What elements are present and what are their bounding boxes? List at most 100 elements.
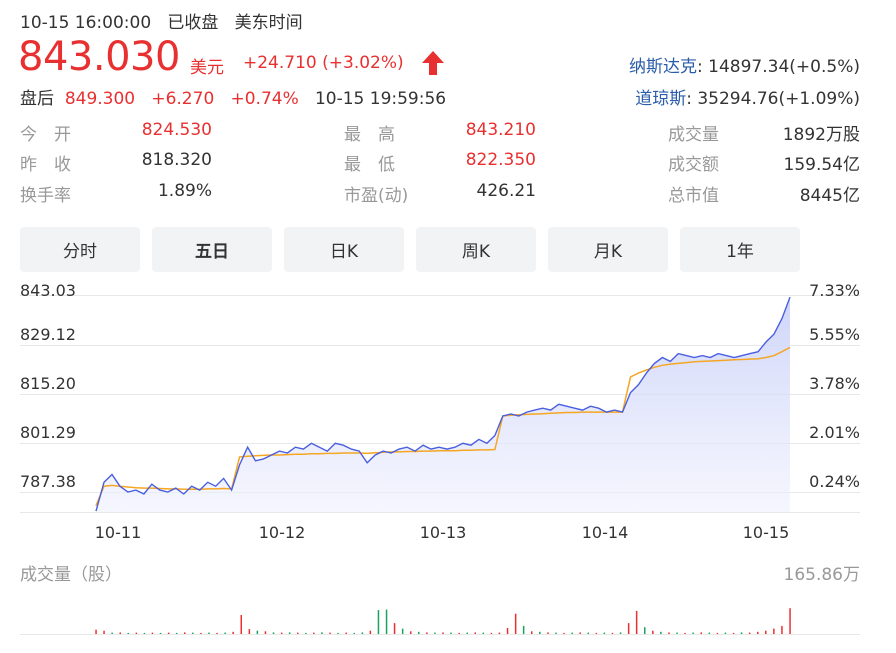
stat-label: 最 高	[344, 125, 395, 145]
volume-bar	[660, 631, 662, 634]
volume-bar	[337, 632, 339, 634]
index-dow-name[interactable]: 道琼斯	[635, 89, 687, 109]
volume-bar	[288, 632, 291, 634]
y-tick-label: 829.12	[20, 325, 76, 344]
volume-bar	[256, 630, 259, 634]
last-price: 843.030	[18, 34, 180, 80]
volume-bar	[297, 632, 299, 634]
volume-bar	[264, 631, 267, 634]
volume-bar	[272, 632, 275, 634]
after-hours-label: 盘后	[20, 89, 54, 109]
index-dow[interactable]: 道琼斯: 35294.76(+1.09%)	[635, 89, 860, 109]
volume-bar	[240, 615, 242, 634]
volume-bar	[627, 623, 630, 634]
volume-bar	[410, 631, 412, 634]
volume-bar	[313, 632, 315, 634]
volume-bar	[175, 632, 178, 634]
tab-weekly-k[interactable]: 周K	[416, 227, 536, 272]
volume-bar	[555, 632, 557, 634]
volume-bar	[208, 632, 210, 634]
volume-bar	[676, 632, 678, 634]
volume-bar	[781, 625, 783, 634]
volume-bar	[587, 632, 589, 634]
volume-chart[interactable]	[0, 585, 896, 645]
volume-bar	[724, 632, 727, 634]
volume-bar	[248, 629, 251, 634]
volume-bar	[418, 631, 420, 634]
volume-bar	[748, 632, 751, 634]
volume-bar	[652, 630, 654, 634]
volume-bar	[732, 632, 735, 634]
volume-bar	[135, 632, 138, 634]
x-tick-label: 10-13	[420, 523, 467, 542]
volume-bar	[635, 610, 638, 634]
volume-bar	[442, 632, 444, 634]
volume-bar	[466, 632, 468, 634]
tab-monthly-k[interactable]: 月K	[548, 227, 668, 272]
tab-daily-k[interactable]: 日K	[284, 227, 404, 272]
volume-bar	[119, 632, 121, 634]
y-tick-label: 843.03	[20, 281, 76, 300]
pct-tick-label: 5.55%	[809, 325, 860, 344]
five-day-price-chart[interactable]: 843.03 7.33% 829.12 5.55% 815.20 3.78% 801.29 2…	[0, 280, 896, 550]
stat-value: 818.320	[141, 150, 212, 170]
volume-bar	[506, 628, 509, 634]
quote-header-line: 10-15 16:00:00 已收盘 美东时间	[20, 8, 303, 33]
volume-bar	[216, 632, 218, 634]
stat-value: 843.210	[465, 120, 536, 140]
volume-bar	[531, 631, 533, 634]
volume-bar	[305, 632, 307, 634]
volume-bar	[539, 631, 541, 634]
stat-value: 8445亿	[799, 186, 860, 206]
volume-bar	[522, 625, 525, 634]
tab-one-year[interactable]: 1年	[680, 227, 800, 272]
index-dow-value: 35294.76(+1.09%)	[697, 89, 860, 109]
stat-label: 今 开	[20, 125, 71, 145]
price-change: +24.710 (+3.02%)	[243, 53, 404, 73]
volume-bar	[393, 623, 396, 634]
index-nasdaq-value: 14897.34(+0.5%)	[708, 57, 860, 77]
volume-bar	[668, 632, 670, 634]
tab-intraday[interactable]: 分时	[20, 227, 140, 272]
volume-bar	[692, 632, 694, 634]
volume-bar	[563, 632, 565, 634]
volume-bar	[143, 632, 146, 634]
volume-bar	[684, 632, 686, 634]
stat-value: 159.54亿	[783, 155, 860, 175]
period-tabs: 分时 五日 日K 周K 月K 1年	[20, 227, 800, 272]
volume-bar	[458, 632, 460, 634]
stat-value: 426.21	[476, 181, 536, 201]
after-hours-change: +6.270	[151, 89, 215, 109]
stat-value: 822.350	[465, 150, 536, 170]
volume-bar	[571, 632, 573, 634]
volume-bar	[111, 632, 113, 634]
y-tick-label: 787.38	[20, 472, 76, 491]
volume-title: 成交量（股）	[20, 565, 122, 585]
quote-datetime: 10-15 16:00:00	[20, 13, 152, 33]
pct-tick-label: 2.01%	[809, 423, 860, 442]
volume-bar	[127, 632, 129, 634]
volume-bar	[377, 610, 380, 634]
volume-bar	[280, 632, 283, 634]
stat-label: 市盈(动)	[344, 186, 409, 206]
after-hours-price: 849.300	[64, 89, 136, 109]
volume-bar	[490, 632, 493, 634]
volume-bar	[192, 632, 194, 634]
volume-bar	[95, 629, 97, 634]
volume-bar	[603, 632, 606, 634]
index-nasdaq-name[interactable]: 纳斯达克	[629, 57, 698, 77]
average-price-line	[95, 346, 791, 506]
pct-tick-label: 3.78%	[809, 374, 860, 393]
volume-bar	[498, 632, 501, 634]
stat-value: 1.89%	[157, 181, 212, 201]
volume-bar	[184, 632, 186, 634]
volume-bar	[321, 632, 323, 634]
volume-bar	[329, 632, 331, 634]
volume-bar	[353, 632, 355, 634]
stat-label: 总市值	[668, 186, 719, 206]
index-nasdaq[interactable]: 纳斯达克: 14897.34(+0.5%)	[629, 57, 860, 77]
stat-label: 成交额	[668, 155, 719, 175]
tab-five-day[interactable]: 五日	[152, 227, 272, 272]
price-area-fill	[96, 297, 790, 512]
stat-value: 1892万股	[782, 125, 860, 145]
